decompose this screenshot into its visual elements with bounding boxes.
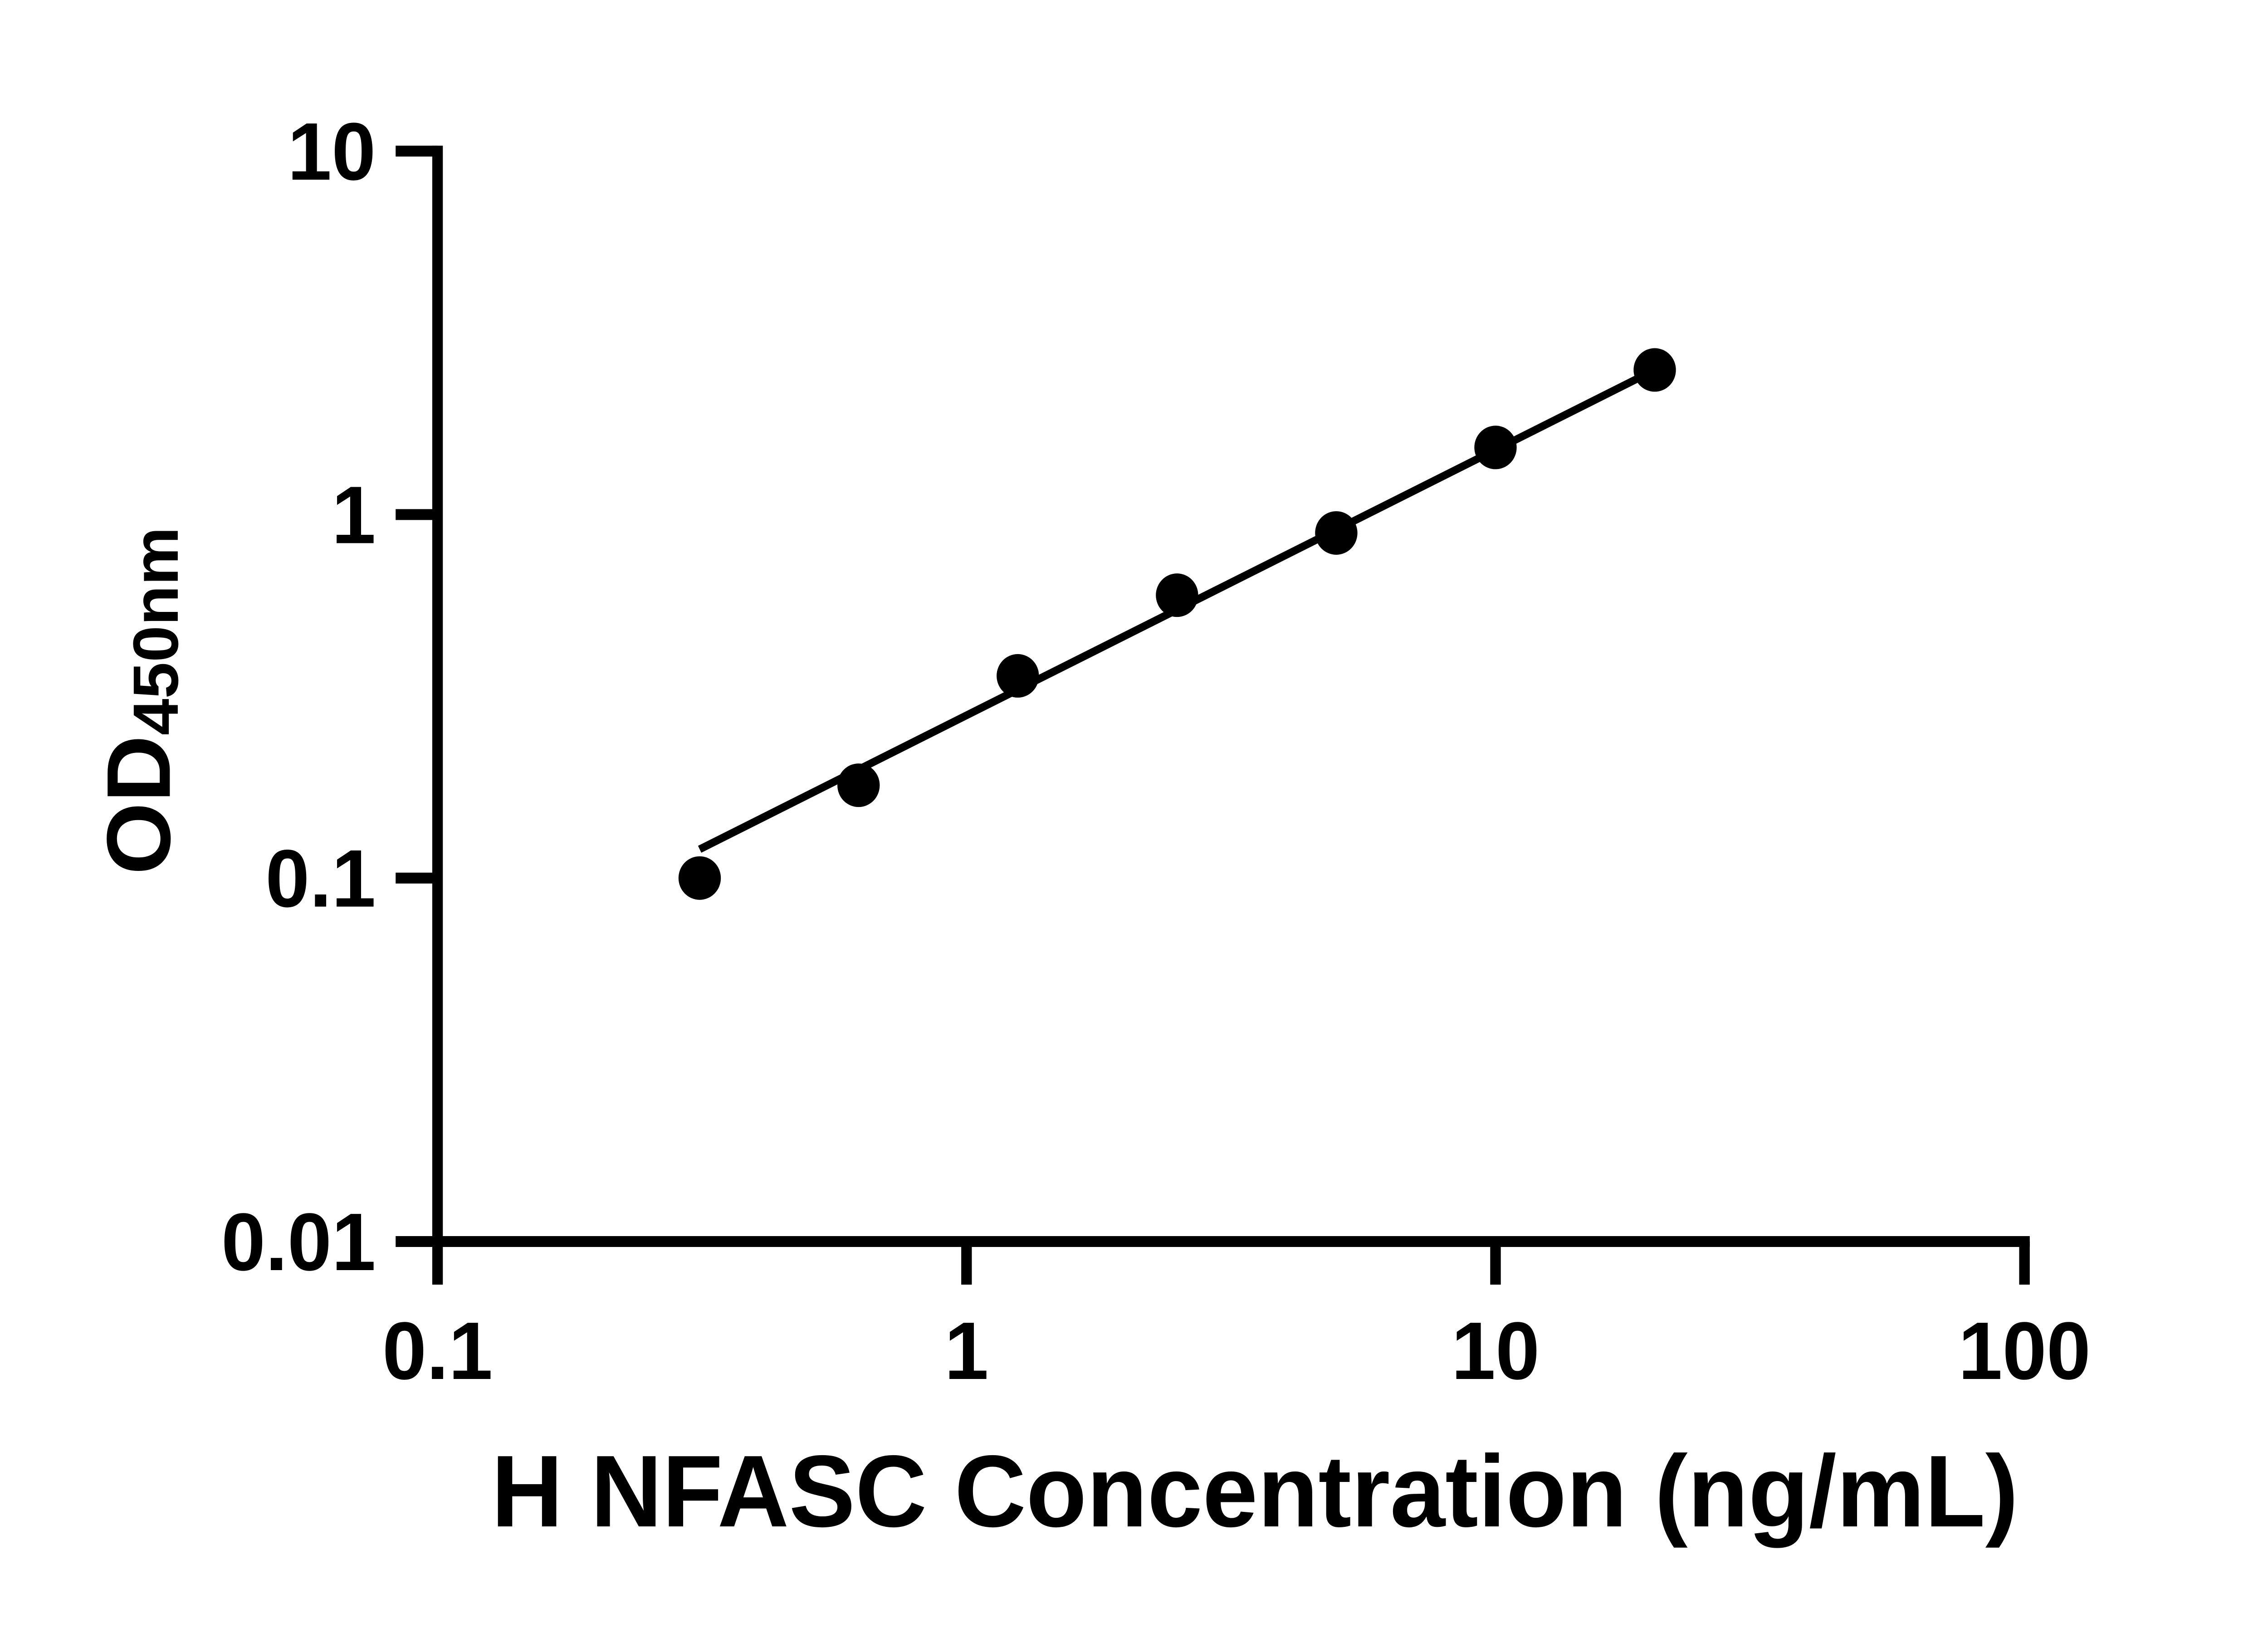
data-point — [837, 763, 880, 807]
x-axis-title: H NFASC Concentration (ng/mL) — [491, 1434, 2019, 1548]
x-tick-label: 0.1 — [382, 1305, 493, 1397]
y-axis-title: OD450nm — [88, 527, 191, 875]
data-point — [1633, 348, 1676, 392]
y-tick-label: 1 — [332, 469, 376, 561]
y-axis-title-main: OD — [88, 735, 189, 875]
data-point — [1474, 425, 1517, 469]
data-point — [997, 654, 1039, 698]
data-point — [678, 856, 721, 900]
y-axis-title-sub: 450nm — [121, 527, 192, 735]
data-point — [1315, 511, 1358, 555]
data-point — [1156, 573, 1198, 617]
x-tick-label: 10 — [1452, 1305, 1540, 1397]
x-tick-label: 1 — [944, 1305, 988, 1397]
x-tick-label: 100 — [1958, 1305, 2091, 1397]
y-tick-label: 0.1 — [265, 832, 376, 924]
y-tick-label: 0.01 — [221, 1196, 376, 1288]
y-tick-label: 10 — [288, 106, 376, 197]
